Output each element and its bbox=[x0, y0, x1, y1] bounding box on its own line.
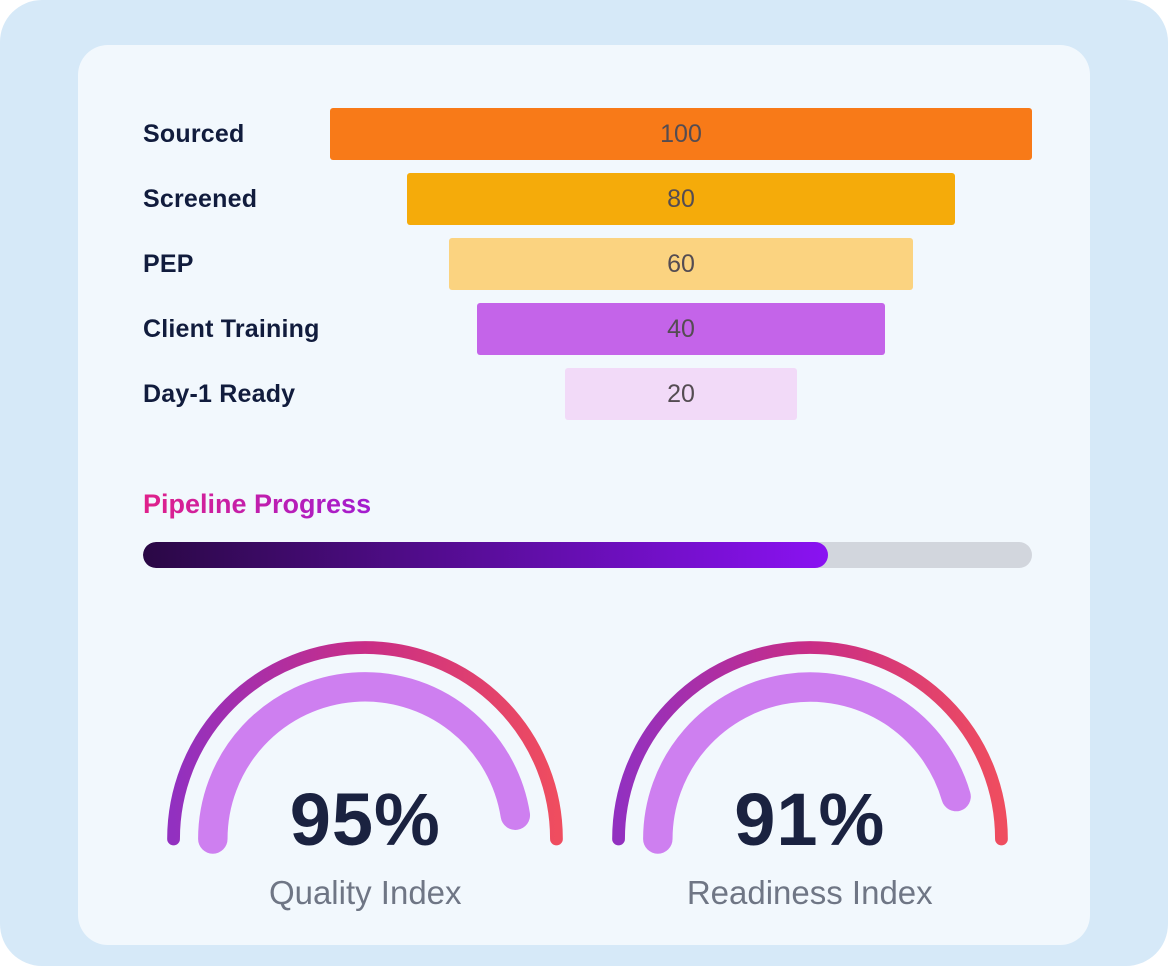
progress-track bbox=[143, 542, 1032, 568]
gauge-caption: Quality Index bbox=[268, 874, 462, 912]
funnel-row: Screened 80 bbox=[143, 173, 1032, 225]
funnel-bar-area: 80 bbox=[330, 173, 1032, 225]
gauge-caption: Readiness Index bbox=[686, 874, 933, 912]
funnel-bar: 40 bbox=[477, 303, 885, 355]
funnel-bar-value: 60 bbox=[667, 249, 695, 278]
funnel-bar: 60 bbox=[449, 238, 913, 290]
funnel-row: PEP 60 bbox=[143, 238, 1032, 290]
progress-fill bbox=[143, 542, 828, 568]
funnel-chart: Sourced 100 Screened 80 PEP bbox=[143, 108, 1032, 420]
gauge-arc bbox=[167, 641, 564, 854]
gauge-arc bbox=[611, 641, 1008, 854]
funnel-category-label: Client Training bbox=[143, 314, 320, 343]
gauge-readiness: 91% Readiness Index bbox=[588, 623, 1033, 912]
gauge-value: 91% bbox=[734, 778, 886, 862]
funnel-bar-value: 100 bbox=[660, 119, 702, 148]
funnel-row: Sourced 100 bbox=[143, 108, 1032, 160]
funnel-bar: 100 bbox=[330, 108, 1032, 160]
funnel-row: Client Training 40 bbox=[143, 303, 1032, 355]
funnel-bar-value: 80 bbox=[667, 184, 695, 213]
gauges-row: 95% Quality Index 91% bbox=[143, 623, 1032, 912]
gauge-arc-wrapper: 91% bbox=[594, 623, 1026, 866]
funnel-bar-area: 60 bbox=[330, 238, 1032, 290]
funnel-bar-area: 100 bbox=[330, 108, 1032, 160]
funnel-bar: 80 bbox=[407, 173, 955, 225]
funnel-category-label: Screened bbox=[143, 184, 258, 213]
gauge-value: 95% bbox=[289, 778, 441, 862]
funnel-category-label: Sourced bbox=[143, 119, 245, 148]
gauge-quality: 95% Quality Index bbox=[143, 623, 588, 912]
funnel-bar-value: 40 bbox=[667, 314, 695, 343]
funnel-bar-value: 20 bbox=[667, 379, 695, 408]
funnel-bar-area: 20 bbox=[330, 368, 1032, 420]
progress-title: Pipeline Progress bbox=[143, 489, 372, 519]
funnel-bar: 20 bbox=[565, 368, 797, 420]
gauge-arc-wrapper: 95% bbox=[149, 623, 581, 866]
funnel-category-label: Day-1 Ready bbox=[143, 379, 296, 408]
dashboard-card: Sourced 100 Screened 80 PEP bbox=[78, 45, 1090, 945]
funnel-bar-area: 40 bbox=[330, 303, 1032, 355]
funnel-category-label: PEP bbox=[143, 249, 194, 278]
funnel-row: Day-1 Ready 20 bbox=[143, 368, 1032, 420]
